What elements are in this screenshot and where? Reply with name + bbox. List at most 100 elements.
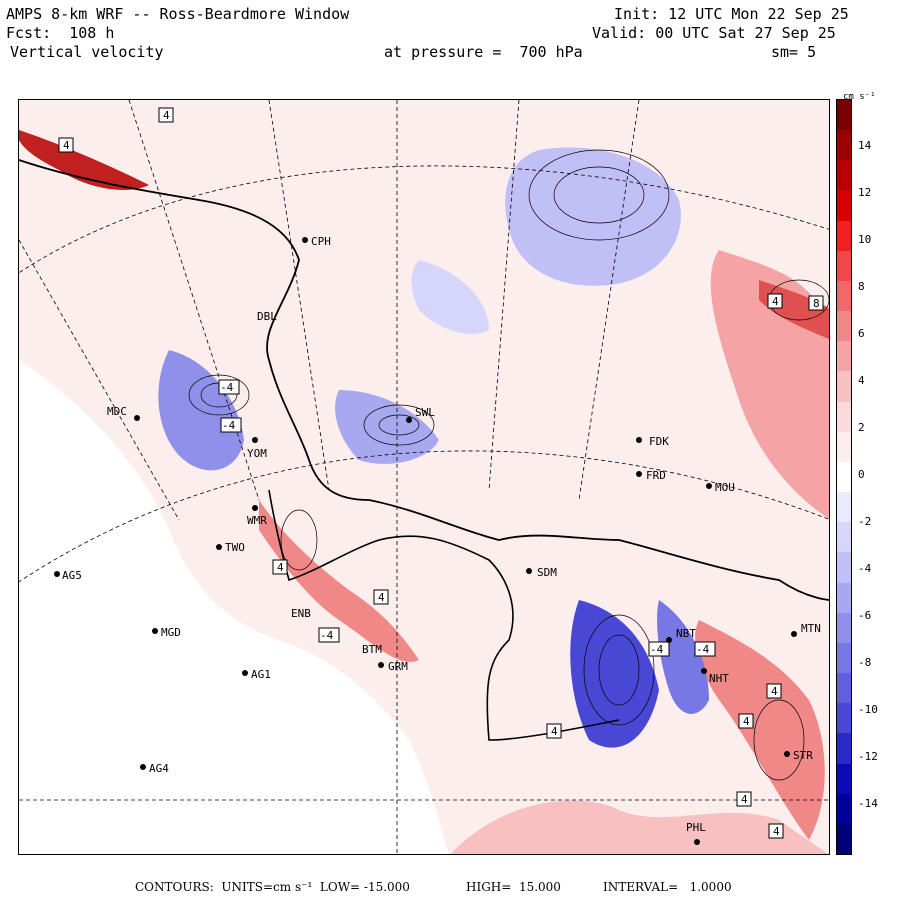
station-dot [140, 764, 146, 770]
contour-label: 4 [277, 561, 284, 574]
station-label: WMR [247, 514, 267, 527]
contour-label-boxes: 4 4 -4 -4 4 8 4 -4 -4 -4 4 4 4 [58, 107, 824, 839]
neg-region [335, 390, 439, 464]
pos-region [450, 800, 829, 854]
colorbar-tick-label: -12 [858, 750, 878, 763]
station-dot [636, 471, 642, 477]
station-label: SWL [415, 406, 435, 419]
colorbar-units: cm s⁻¹ [843, 92, 876, 102]
neg-region [657, 600, 709, 714]
colorbar-swatch [837, 673, 851, 704]
colorbar-tick-label: -4 [858, 562, 872, 575]
station-dot [302, 237, 308, 243]
station-dot [252, 505, 258, 511]
colorbar-swatch [837, 823, 851, 855]
station-markers: CPH MDC YOM WMR TWO AG5 MGD AG1 AG4 SDM … [54, 235, 821, 845]
colorbar-tick-label: -2 [858, 515, 872, 528]
map-svg: 4 4 -4 -4 4 8 4 -4 -4 -4 4 4 4 [19, 100, 829, 854]
pressure-level: at pressure = 700 hPa [384, 43, 583, 61]
station-label: NHT [709, 672, 729, 685]
no-data-region [19, 360, 449, 854]
station-label: BTM [362, 643, 382, 656]
neg-region [505, 147, 681, 286]
colorbar-swatch [837, 311, 851, 342]
colorbar-swatch [837, 190, 851, 222]
station-label: NBT [676, 627, 696, 640]
contour-lines [188, 149, 829, 781]
station-label: MDC [107, 405, 127, 418]
contour-label: -4 [222, 419, 236, 432]
station-dot [378, 662, 384, 668]
station-dot [694, 839, 700, 845]
contour-label: 8 [813, 297, 820, 310]
colorbar-tick-label: -6 [858, 609, 872, 622]
colorbar-swatch [837, 582, 851, 614]
contour-label: 4 [63, 139, 70, 152]
footer-interval: INTERVAL= 1.0000 [603, 880, 732, 894]
colorbar-tick-label: 14 [858, 139, 872, 152]
title-left: AMPS 8-km WRF -- Ross-Beardmore Window [6, 5, 350, 23]
station-label: MTN [801, 622, 821, 635]
colorbar-tick-label: 2 [858, 421, 865, 434]
station-label: YOM [247, 447, 267, 460]
pos-region [259, 500, 419, 662]
station-label: SDM [537, 566, 557, 579]
contour-label: -4 [650, 643, 664, 656]
coastline [19, 159, 829, 601]
station-label: TWO [225, 541, 245, 554]
colorbar-swatch [837, 100, 851, 131]
colorbar-swatch [837, 552, 851, 584]
colorbar-tick-label: 8 [858, 280, 865, 293]
station-label: CPH [311, 235, 331, 248]
contour-label: 4 [773, 825, 780, 838]
colorbar-swatch [837, 371, 851, 403]
colorbar-tick-label: 4 [858, 374, 865, 387]
colorbar-swatch [837, 522, 851, 553]
colorbar-swatch [837, 130, 851, 161]
station-dot [636, 437, 642, 443]
neg-region [411, 260, 489, 334]
station-dot [706, 483, 712, 489]
station-dot [406, 417, 412, 423]
map-panel: 4 4 -4 -4 4 8 4 -4 -4 -4 4 4 4 [18, 99, 830, 855]
station-label: GRM [388, 660, 408, 673]
station-dot [242, 670, 248, 676]
colorbar-swatch [837, 220, 851, 252]
contour-label: 4 [551, 725, 558, 738]
station-dot [784, 751, 790, 757]
colorbar-swatch [837, 492, 851, 523]
colorbar-swatch [837, 642, 851, 674]
station-label: FDK [649, 435, 669, 448]
station-dot [152, 628, 158, 634]
colorbar [836, 99, 852, 855]
footer-contours: CONTOURS: UNITS=cm s⁻¹ LOW= -15.000 [135, 880, 410, 894]
colorbar-tick-label: -14 [858, 797, 878, 810]
contour-label: -4 [320, 629, 334, 642]
contour-label: 4 [163, 109, 170, 122]
station-dot [526, 568, 532, 574]
graticule [19, 100, 829, 854]
station-dot [666, 637, 672, 643]
contour-label: 4 [771, 685, 778, 698]
station-dot [134, 415, 140, 421]
colorbar-swatch [837, 612, 851, 644]
station-label: ENB [291, 607, 311, 620]
coastline [268, 489, 620, 741]
colorbar-swatch [837, 250, 851, 282]
contour-label: -4 [220, 381, 234, 394]
smoothing: sm= 5 [771, 43, 817, 61]
colorbar-tick-label: -10 [858, 703, 878, 716]
station-label: FRD [646, 469, 666, 482]
station-label: AG5 [62, 569, 82, 582]
footer-high: HIGH= 15.000 [466, 880, 561, 894]
station-dot [791, 631, 797, 637]
colorbar-swatch [837, 461, 851, 493]
station-label: PHL [686, 821, 706, 834]
field-name: Vertical velocity [10, 43, 164, 61]
contour-label: -4 [696, 643, 710, 656]
contour-label: 4 [741, 793, 748, 806]
colorbar-swatch [837, 341, 851, 372]
neg-region [158, 350, 244, 471]
neg-region [570, 600, 659, 748]
colorbar-tick-label: 0 [858, 468, 865, 481]
